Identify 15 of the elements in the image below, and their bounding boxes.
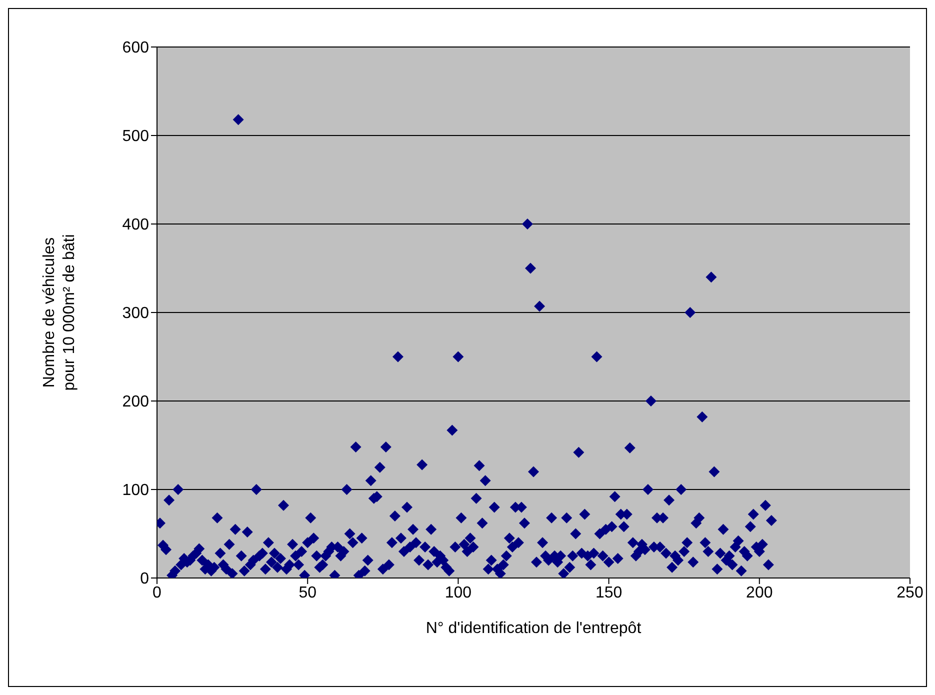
y-tick-label: 200 [122,394,150,411]
x-tick-label: 50 [298,584,317,602]
x-tick-label: 0 [152,584,162,602]
y-tick-label: 300 [122,305,150,322]
x-tick-label: 200 [746,584,773,602]
y-tick-label: 600 [122,40,150,57]
y-axis-title: Nombre de véhicules pour 10 000m² de bâti [41,234,78,391]
y-tick-label: 400 [122,216,150,234]
x-axis-title: N° d'identification de l'entrepôt [426,620,642,637]
x-tick-label: 100 [444,584,472,602]
y-tick-label: 500 [122,128,150,146]
y-tick-label: 0 [140,570,150,588]
x-tick-label: 150 [595,584,622,602]
x-tick-label: 250 [896,584,924,602]
y-tick-label: 100 [122,482,150,500]
